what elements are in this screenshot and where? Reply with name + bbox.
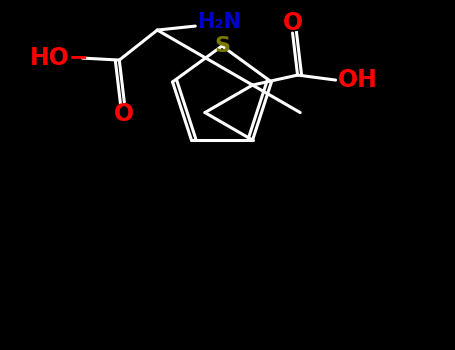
- Text: H₂N: H₂N: [197, 12, 241, 32]
- Text: OH: OH: [338, 68, 378, 92]
- Text: HO−: HO−: [30, 46, 89, 70]
- Text: O: O: [114, 102, 134, 126]
- Text: O: O: [283, 11, 303, 35]
- Text: S: S: [214, 36, 230, 56]
